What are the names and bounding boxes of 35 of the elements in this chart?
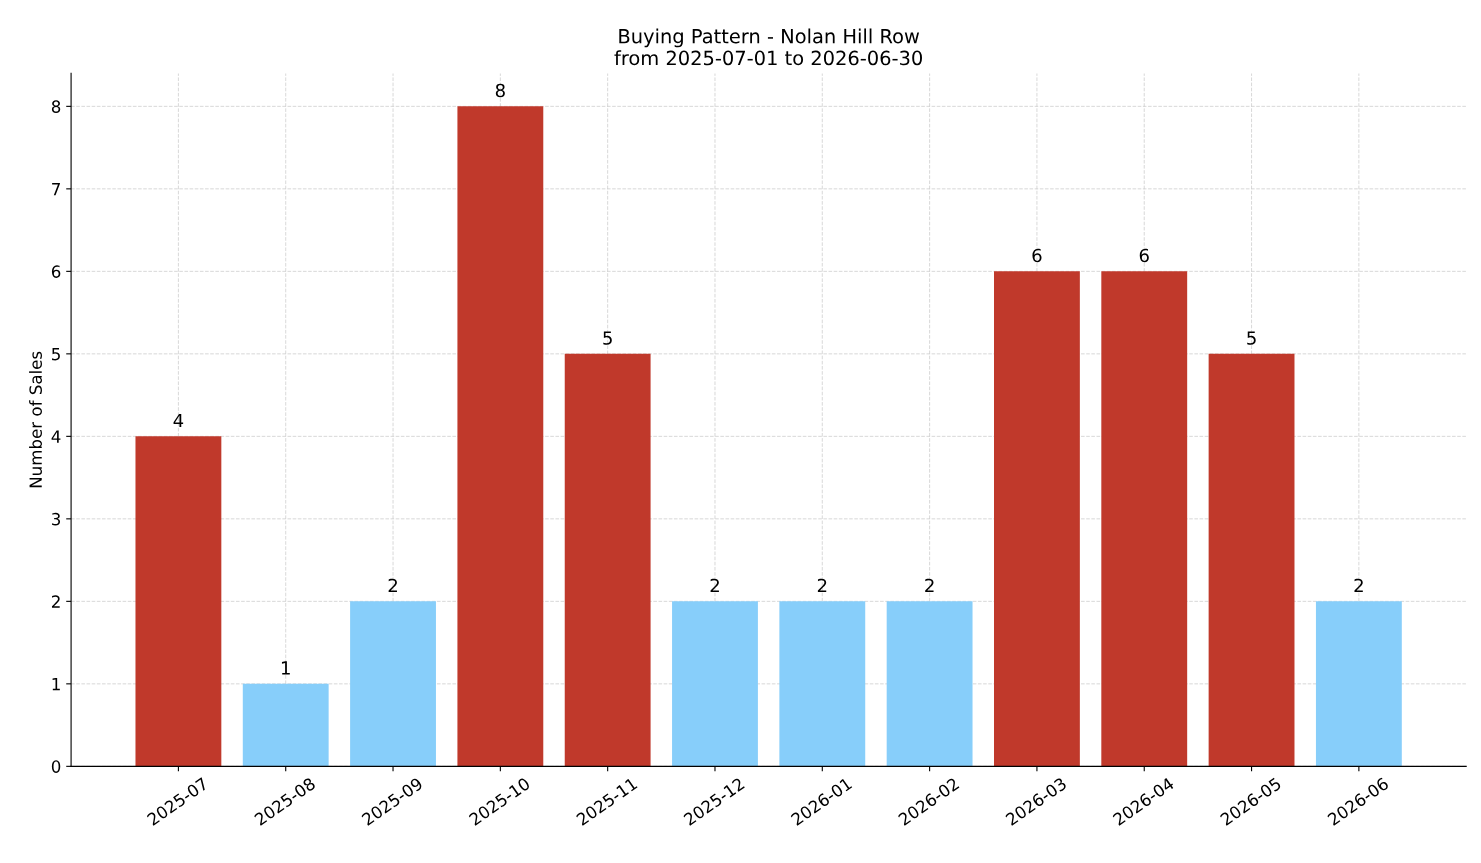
y-tick-label: 0 [51, 760, 61, 773]
data-label: 5 [1247, 331, 1256, 345]
bar [1101, 271, 1188, 767]
data-label: 2 [817, 578, 827, 593]
y-tick-label: 5 [52, 348, 60, 361]
y-tick-label: 4 [51, 430, 61, 443]
data-label: 2 [1354, 578, 1363, 593]
bar [135, 436, 222, 767]
data-label: 4 [173, 413, 184, 428]
y-tick-label: 6 [51, 265, 61, 278]
bar [564, 353, 651, 767]
bar [350, 601, 436, 767]
bar [672, 601, 758, 767]
data-label: 2 [710, 578, 719, 593]
data-label: 2 [925, 578, 934, 593]
y-tick-label: 7 [52, 183, 60, 196]
data-label: 8 [495, 83, 505, 98]
y-tick-label: 8 [51, 100, 61, 113]
bar [779, 601, 866, 767]
data-label: 6 [1139, 248, 1149, 263]
bar [994, 271, 1080, 767]
y-axis-title: Number of Sales [29, 351, 42, 488]
bar [1208, 353, 1295, 767]
chart-title: Buying Pattern - Nolan Hill Row from 2025-07-01 to 2026-06-30 [614, 28, 922, 66]
y-tick-label: 3 [52, 512, 61, 526]
data-label: 5 [603, 331, 612, 345]
bar [886, 601, 973, 767]
bar [457, 106, 544, 767]
bar [242, 683, 329, 767]
data-label: 1 [281, 661, 290, 675]
y-tick-label: 1 [52, 678, 60, 691]
y-tick-label: 2 [51, 595, 60, 608]
data-label: 2 [388, 578, 397, 593]
bar [1315, 601, 1402, 767]
data-label: 6 [1032, 248, 1042, 263]
